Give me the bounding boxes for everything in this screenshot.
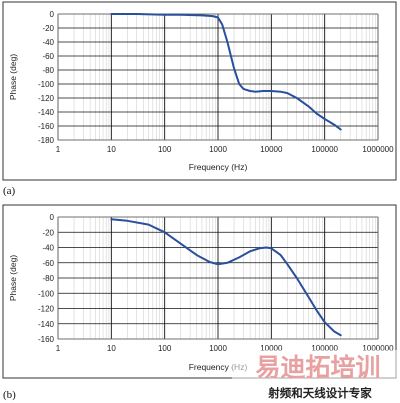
chart-a-x-tick-label: 100 — [158, 145, 172, 154]
chart-panel-b: 0 -20 -40 -60 -80 -100 -120 -140 -160 1 10 100 1000… — [2, 204, 397, 379]
chart-a-x-tick-label: 100000 — [311, 145, 338, 154]
chart-a-y-tick-label: -80 — [42, 66, 54, 75]
chart-b-y-tick-label: -100 — [38, 289, 55, 298]
watermark-sub-text: 射频和天线设计专家 — [267, 386, 372, 400]
chart-b-x-tick-label: 1 — [56, 344, 61, 353]
chart-b-phase-line — [110, 218, 342, 337]
chart-a-y-tick-label: -20 — [42, 24, 54, 33]
chart-b-x-tick-label: 100 — [158, 344, 172, 353]
chart-a-x-tick-label: 1000000 — [362, 145, 394, 154]
chart-a-x-tick-label: 10 — [107, 145, 116, 154]
chart-a-grid — [57, 13, 379, 141]
chart-b-y-tick-label: 0 — [50, 213, 55, 222]
chart-a-y-tick-label: -40 — [42, 38, 54, 47]
chart-b-y-tick-label: -60 — [42, 259, 54, 268]
chart-a-y-tick-label: -120 — [38, 94, 55, 103]
chart-a-x-ticks: 1 10 100 1000 10000 100000 1000000 — [56, 145, 394, 154]
chart-b-y-tick-label: -160 — [38, 335, 55, 344]
chart-b-y-tick-label: -40 — [42, 244, 54, 253]
chart-b-y-tick-label: -140 — [38, 320, 55, 329]
panel-b-label: (b) — [3, 389, 16, 401]
chart-a-y-tick-label: -180 — [38, 136, 55, 145]
chart-b-y-tick-label: -80 — [42, 274, 54, 283]
chart-a-y-tick-label: 0 — [50, 10, 55, 19]
chart-a-y-axis-label: Phase (deg) — [8, 54, 18, 100]
chart-a-frame — [2, 1, 397, 181]
chart-b-x-ticks: 1 10 100 1000 10000 100000 1000000 — [56, 344, 394, 353]
chart-a-x-tick-label: 1000 — [209, 145, 227, 154]
chart-a-y-tick-label: -160 — [38, 122, 55, 131]
chart-a-x-tick-label: 10000 — [260, 145, 283, 154]
chart-b-x-axis-label: Frequency (Hz) — [189, 362, 248, 372]
chart-b-x-tick-label: 1000 — [209, 344, 227, 353]
chart-a-y-ticks: 0 -20 -40 -60 -80 -100 -120 -140 -160 -180 — [38, 10, 55, 145]
chart-a-y-tick-label: -100 — [38, 80, 55, 89]
watermark-main-text: 易迪拓培训 — [255, 353, 380, 382]
chart-a-phase-line — [110, 13, 342, 131]
chart-b-plot-area — [57, 216, 379, 340]
panel-a-label: (a) — [3, 185, 16, 197]
chart-b-x-tick-label: 1000000 — [362, 344, 394, 353]
chart-b-y-tick-label: -120 — [38, 305, 55, 314]
watermark-backdrop — [232, 350, 398, 402]
chart-panel-a: 0 -20 -40 -60 -80 -100 -120 -140 -160 -180 1 10 100… — [2, 1, 397, 181]
watermark: 易迪拓培训 射频和天线设计专家 — [232, 350, 398, 402]
chart-b-x-tick-label: 10 — [107, 344, 116, 353]
chart-b-x-tick-label: 10000 — [260, 344, 283, 353]
chart-b-x-tick-label: 100000 — [311, 344, 338, 353]
chart-b-grid — [57, 216, 379, 340]
chart-b-y-tick-label: -20 — [42, 228, 54, 237]
chart-a-x-tick-label: 1 — [56, 145, 61, 154]
chart-b-y-ticks: 0 -20 -40 -60 -80 -100 -120 -140 -160 — [38, 213, 55, 344]
chart-a-y-tick-label: -140 — [38, 108, 55, 117]
chart-b-y-axis-label: Phase (deg) — [8, 255, 18, 301]
chart-a-y-tick-label: -60 — [42, 52, 54, 61]
chart-b-frame — [2, 204, 397, 379]
chart-a-x-axis-label: Frequency (Hz) — [189, 162, 248, 172]
chart-a-plot-area — [57, 13, 379, 141]
